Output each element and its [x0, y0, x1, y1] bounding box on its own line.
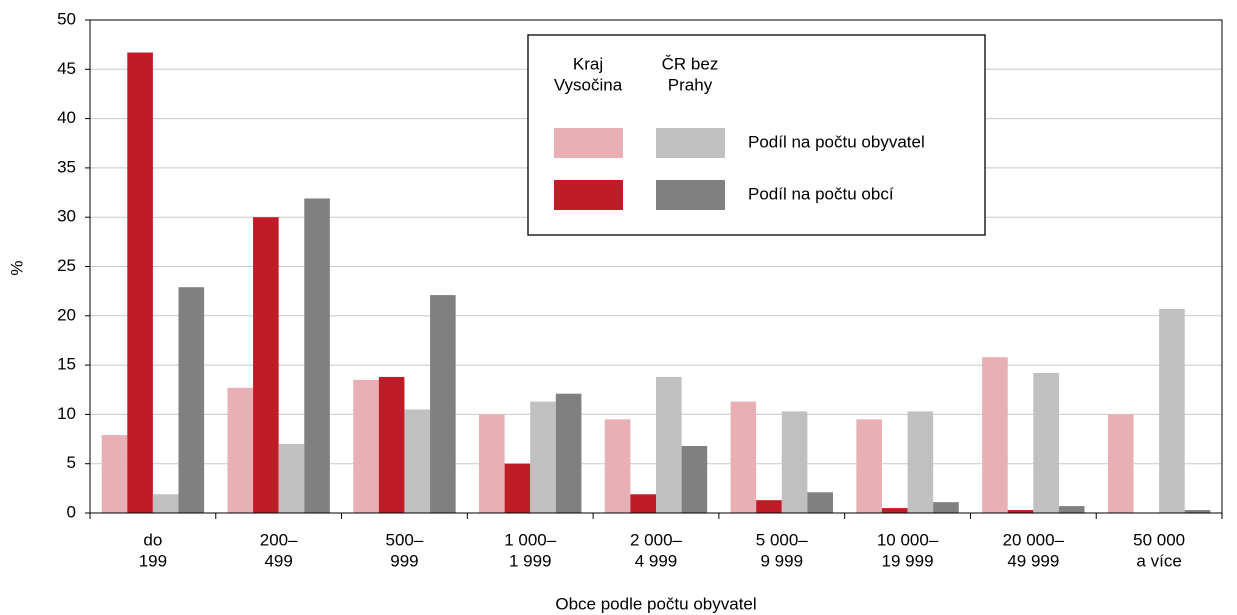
x-tick-label: 4 999: [635, 551, 678, 570]
x-tick-label: 999: [390, 551, 418, 570]
bar: [555, 393, 582, 513]
x-tick-label: 200–: [260, 530, 298, 549]
bar: [1184, 510, 1211, 513]
legend-swatch: [656, 128, 725, 158]
bar: [1159, 308, 1185, 513]
x-tick-label: 50 000: [1133, 530, 1185, 549]
bar: [907, 411, 934, 513]
bar: [656, 376, 682, 513]
x-tick-label: 1 000–: [504, 530, 557, 549]
x-tick-label: 19 999: [882, 551, 934, 570]
y-tick-label: 35: [57, 157, 76, 176]
y-tick-label: 10: [57, 404, 76, 423]
bar: [152, 494, 179, 513]
x-tick-label: 5 000–: [756, 530, 809, 549]
x-tick-label: 499: [264, 551, 292, 570]
bar: [881, 508, 908, 513]
bar: [681, 445, 708, 513]
legend-column-header: ČR bez: [662, 54, 719, 73]
bar: [227, 387, 254, 513]
bar: [304, 198, 330, 513]
legend-row-label: Podíl na počtu obyvatel: [748, 132, 925, 151]
x-tick-label: 20 000–: [1003, 530, 1065, 549]
bar: [1058, 506, 1085, 513]
y-tick-label: 45: [57, 59, 76, 78]
legend-row-label: Podíl na počtu obcí: [748, 184, 894, 203]
bar: [430, 295, 456, 513]
y-axis-label: %: [7, 260, 26, 275]
bar: [630, 494, 656, 513]
bar: [178, 287, 205, 513]
x-tick-label: a více: [1136, 551, 1181, 570]
y-tick-label: 40: [57, 108, 76, 127]
x-tick-label: 1 999: [509, 551, 552, 570]
bar: [504, 463, 531, 513]
y-tick-label: 0: [67, 502, 76, 521]
bar: [479, 414, 505, 513]
y-tick-label: 25: [57, 256, 76, 275]
bar: [378, 376, 405, 513]
bar: [781, 411, 808, 513]
x-tick-label: 10 000–: [877, 530, 939, 549]
y-tick-label: 15: [57, 355, 76, 374]
bar: [1033, 372, 1059, 513]
bar: [1007, 510, 1034, 513]
bar: [127, 52, 153, 514]
y-tick-label: 30: [57, 207, 76, 226]
bar: [933, 502, 959, 513]
x-tick-label: 9 999: [761, 551, 804, 570]
bar: [807, 492, 833, 513]
y-tick-label: 50: [57, 9, 76, 28]
x-tick-label: 2 000–: [630, 530, 683, 549]
x-tick-label: do: [143, 530, 162, 549]
bar: [404, 409, 431, 513]
x-axis-label: Obce podle počtu obyvatel: [555, 594, 756, 613]
bar: [278, 443, 305, 513]
bar: [1107, 414, 1134, 513]
y-tick-label: 5: [67, 453, 76, 472]
bar: [353, 379, 379, 513]
legend-column-header: Prahy: [668, 75, 713, 94]
x-tick-label: 49 999: [1007, 551, 1059, 570]
legend-swatch: [656, 180, 725, 210]
legend-column-header: Vysočina: [554, 75, 623, 94]
legend-swatch: [554, 180, 623, 210]
bar: [856, 419, 882, 513]
bar: [730, 401, 757, 513]
bar: [756, 500, 782, 513]
bar: [253, 217, 279, 513]
x-tick-label: 500–: [386, 530, 424, 549]
legend-swatch: [554, 128, 623, 158]
bar: [101, 435, 128, 513]
x-tick-label: 199: [139, 551, 167, 570]
bar: [982, 357, 1008, 513]
bar: [604, 419, 631, 513]
legend-column-header: Kraj: [573, 54, 603, 73]
y-tick-label: 20: [57, 305, 76, 324]
plot-frame: [89, 19, 1223, 514]
bar: [530, 401, 556, 513]
